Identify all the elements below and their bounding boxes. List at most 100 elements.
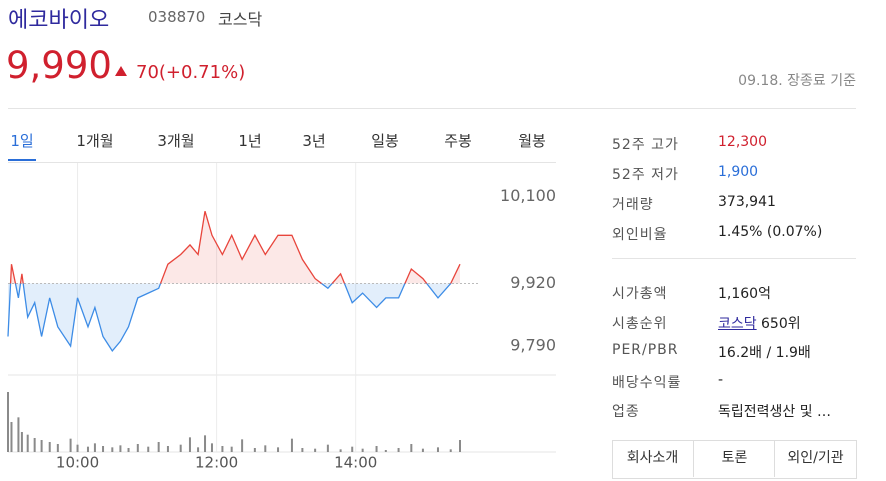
volume-bar <box>277 447 280 452</box>
volume-bar <box>301 448 304 452</box>
x-tick-label: 12:00 <box>195 454 238 472</box>
tab-underline <box>8 159 36 161</box>
volume-bar <box>264 445 267 452</box>
volume-bar <box>230 446 233 452</box>
volume-bar <box>86 446 89 452</box>
volume-bar <box>147 446 150 452</box>
divider <box>612 258 856 259</box>
tab[interactable]: 일봉 <box>371 132 399 150</box>
tab[interactable]: 1일 <box>10 132 34 150</box>
info-label: 52주 고가 <box>612 137 679 153</box>
info-link[interactable]: 코스닥 <box>718 315 757 332</box>
volume-bar <box>436 447 439 452</box>
volume-bar <box>111 447 114 452</box>
volume-bar <box>314 448 317 452</box>
x-tick-label: 10:00 <box>56 454 99 472</box>
volume-bar <box>33 438 36 452</box>
chart: 10:00 12:00 14:00 10,100 9,920 9,790 <box>7 163 556 472</box>
tab[interactable]: 3년 <box>302 132 326 150</box>
button[interactable]: 외인/기관 <box>774 440 856 477</box>
basis: 09.18. 장종료 기준 <box>738 73 856 89</box>
price-line-down <box>7 283 452 352</box>
y-tick-label: 10,100 <box>500 186 556 205</box>
info-label: 업종 <box>612 404 640 420</box>
button[interactable]: 토론 <box>693 440 775 477</box>
volume-bar <box>10 422 13 452</box>
volume-bar <box>241 439 244 452</box>
info-value: 1,160억 <box>718 286 771 302</box>
price-change: 70(+0.71%) <box>136 62 246 83</box>
button-box <box>612 440 857 479</box>
volume-bar <box>20 432 23 452</box>
price: 9,990 <box>6 44 112 87</box>
volume-bar <box>119 445 122 452</box>
volume-bar <box>69 438 72 452</box>
info-label: 시총순위 <box>612 315 668 332</box>
info-value: 독립전력생산 및 … <box>718 404 832 420</box>
info-value: 16.2배 / 1.9배 <box>718 345 811 361</box>
volume-bar <box>397 448 400 452</box>
volume-bar <box>40 440 43 452</box>
volume-bar <box>48 442 51 452</box>
volume-bar <box>7 392 9 452</box>
market: 코스닥 <box>218 10 263 29</box>
y-tick-label: 9,790 <box>510 336 556 355</box>
volume-bar <box>127 448 130 452</box>
info-label: 배당수익률 <box>612 374 682 391</box>
area-down <box>8 283 460 351</box>
info-value: - <box>718 371 724 388</box>
button[interactable]: 회사소개 <box>626 450 679 466</box>
volume-bar <box>210 443 213 452</box>
info-label: 52주 저가 <box>612 167 679 183</box>
y-tick-label: 9,920 <box>510 273 556 292</box>
volume-bar <box>26 434 29 452</box>
volume-bar <box>351 446 354 452</box>
volume-bar <box>188 437 191 452</box>
info-label: 외인비율 <box>612 227 668 243</box>
stock-name: 에코바이오 <box>8 8 110 33</box>
volume-bar <box>136 444 139 452</box>
info-value: 1,900 <box>718 164 759 180</box>
info-value: 12,300 <box>718 134 767 150</box>
volume-bar <box>102 446 105 452</box>
area-up <box>10 211 460 284</box>
tab[interactable]: 1년 <box>238 132 262 150</box>
volume-bar <box>166 446 169 452</box>
volume-bar <box>410 444 413 452</box>
stock-code: 038870 <box>148 8 206 26</box>
volume-bar <box>421 448 424 452</box>
volume-bar <box>375 446 378 452</box>
x-tick-label: 14:00 <box>334 454 377 472</box>
volume-bar <box>179 444 182 452</box>
volume-bar <box>339 449 342 452</box>
volume-bar <box>17 417 20 452</box>
volume-bar <box>459 440 461 452</box>
volume-bar <box>326 444 329 452</box>
tab[interactable]: 월봉 <box>518 132 546 150</box>
divider <box>8 162 556 163</box>
info-label: PER/PBR <box>612 342 679 358</box>
volume-bar <box>449 449 452 452</box>
volume-bar <box>204 435 207 452</box>
info-value: 1.45% (0.07%) <box>718 224 823 240</box>
tab[interactable]: 3개월 <box>157 132 195 150</box>
info-label: 시가총액 <box>612 286 668 302</box>
info-value: 650위 <box>761 315 801 332</box>
volume-bar <box>157 442 160 452</box>
info-value: 373,941 <box>718 194 776 210</box>
volume-bar <box>290 438 293 452</box>
volume-bar <box>221 446 224 452</box>
volume-bar <box>197 447 200 452</box>
volume-bar <box>76 444 79 452</box>
volume-bar <box>93 443 96 452</box>
up-arrow <box>115 66 127 76</box>
price-line-up <box>9 211 461 284</box>
volume-bar <box>361 448 364 452</box>
tab[interactable]: 주봉 <box>444 132 472 150</box>
volume-bar <box>253 448 256 452</box>
info-label: 거래량 <box>612 197 654 213</box>
divider <box>8 108 856 109</box>
volume-bar <box>384 450 387 452</box>
tab[interactable]: 1개월 <box>76 132 114 150</box>
